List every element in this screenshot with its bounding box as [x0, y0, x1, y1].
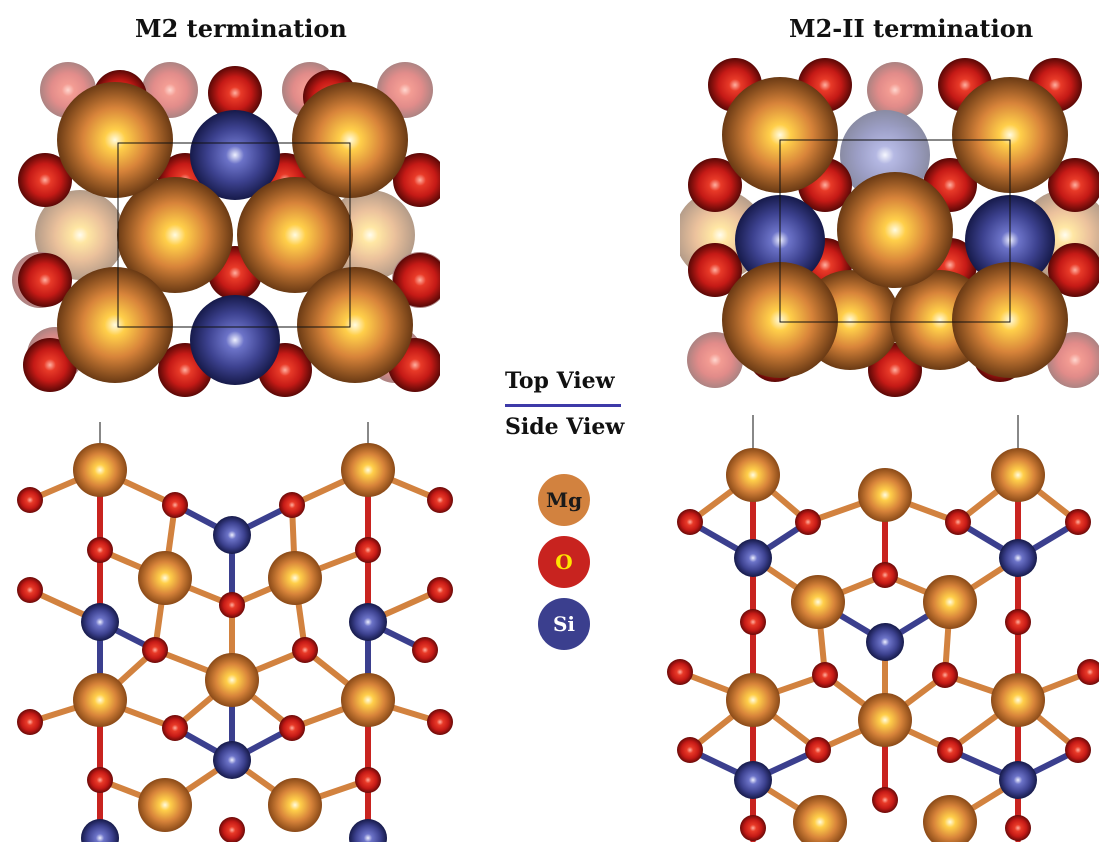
view-divider-line — [505, 404, 621, 407]
si-atoms-side-m2-ii — [734, 539, 1037, 799]
legend-o: O — [538, 536, 590, 588]
side-view-label: Side View — [505, 414, 625, 440]
mg-atoms-side-m2-ii — [726, 448, 1045, 842]
top-view-label: Top View — [505, 368, 615, 394]
right-panel-title: M2-II termination — [789, 14, 1034, 43]
left-panel-title: M2 termination — [135, 14, 347, 43]
top-view-m2-ii — [680, 58, 1099, 397]
top-view-m2 — [12, 62, 440, 397]
side-view-m2-ii — [667, 415, 1099, 842]
unit-cell-outline — [779, 139, 1011, 323]
mg-atoms-top-m2 — [57, 82, 413, 383]
unit-cell-outline — [117, 142, 351, 328]
si-atoms-top-m2 — [190, 110, 280, 385]
side-view-m2 — [17, 422, 453, 842]
o-atoms-side-m2 — [17, 487, 453, 842]
legend-si: Si — [538, 598, 590, 650]
o-atoms-side-m2-ii — [667, 509, 1099, 841]
si-atoms-side-m2 — [81, 516, 387, 842]
mg-atoms-side-m2 — [73, 443, 395, 832]
legend-mg: Mg — [538, 474, 590, 526]
